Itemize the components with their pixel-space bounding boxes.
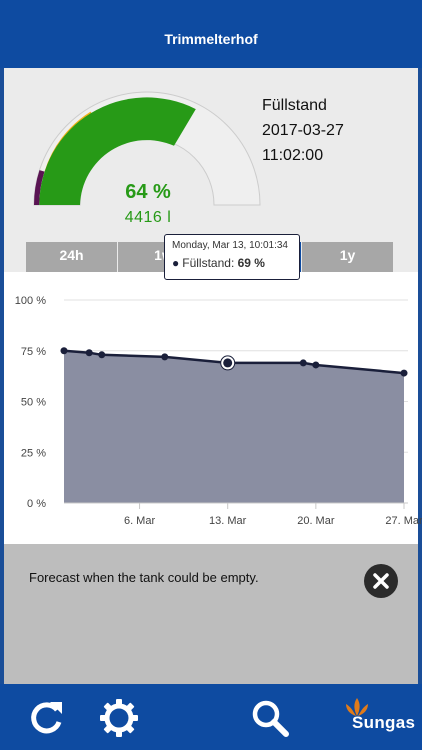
reading-time: 11:02:00: [262, 147, 324, 164]
data-point: [223, 358, 233, 368]
y-tick-label: 25 %: [21, 447, 46, 459]
x-tick-label: 13. Mar: [209, 515, 247, 527]
y-tick-label: 100 %: [15, 295, 46, 307]
x-tick-label: 20. Mar: [297, 515, 335, 527]
search-icon[interactable]: [250, 698, 290, 738]
bottom-toolbar: Sungas: [0, 684, 422, 750]
reading-label: Füllstand: [262, 97, 327, 114]
close-button[interactable]: [364, 564, 398, 598]
tab-1y[interactable]: 1y: [302, 242, 393, 272]
tooltip-series-label: Füllstand:: [182, 256, 235, 270]
gauge-percent-value: 64 %: [125, 181, 171, 203]
gauge-segment-low: [33, 170, 45, 205]
page-title: Trimmelterhof: [164, 31, 258, 47]
data-point: [98, 351, 106, 359]
forecast-text: Forecast when the tank could be empty.: [29, 570, 259, 585]
fill-level-gauge: [33, 91, 261, 206]
sungas-flame-icon: [346, 698, 368, 716]
data-point: [161, 353, 169, 361]
app-header: Trimmelterhof: [0, 0, 422, 68]
tooltip-date: Monday, Mar 13, 10:01:34: [172, 240, 288, 251]
sungas-logo: Sungas: [352, 713, 416, 732]
data-point: [60, 347, 68, 355]
reading-date: 2017-03-27: [262, 122, 344, 139]
y-tick-label: 50 %: [21, 397, 46, 409]
x-tick-label: 6. Mar: [124, 515, 156, 527]
data-point: [400, 369, 408, 377]
tooltip-value: 69 %: [237, 256, 265, 270]
reading-info: Füllstand 2017-03-27 11:02:00: [262, 93, 344, 168]
data-point: [312, 361, 320, 369]
data-point: [299, 359, 307, 367]
tooltip-row: ● Füllstand: 69 %: [172, 256, 292, 270]
tooltip-series-dot: ●: [172, 256, 180, 270]
y-tick-label: 0 %: [27, 498, 46, 510]
gauge-volume-value: 4416 l: [124, 209, 172, 226]
data-point: [85, 349, 93, 357]
settings-gear-icon[interactable]: [99, 698, 139, 738]
series-area: [64, 350, 404, 503]
x-tick-label: 27. Mar: [385, 515, 422, 527]
tab-24h[interactable]: 24h: [26, 242, 117, 272]
y-tick-label: 75 %: [21, 346, 46, 358]
chart-tooltip: Monday, Mar 13, 10:01:34 ● Füllstand: 69 …: [164, 234, 300, 280]
gauge-segment-fill: [39, 97, 196, 205]
refresh-icon[interactable]: [26, 698, 66, 738]
close-icon: [373, 573, 389, 589]
fill-level-chart: 100 % 75 % 50 % 25 % 0 % 6. Mar 13. Mar 20. Mar…: [4, 272, 422, 544]
forecast-panel: Forecast when the tank could be empty.: [4, 544, 418, 684]
